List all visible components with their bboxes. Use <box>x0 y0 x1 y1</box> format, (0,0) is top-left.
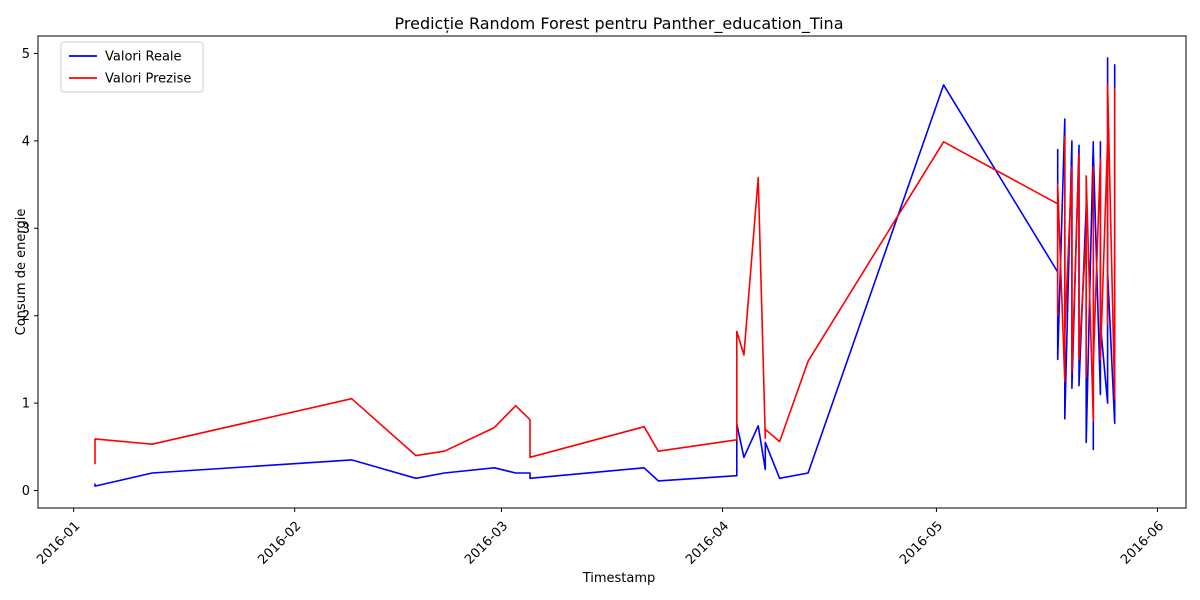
y-tick-label: 3 <box>22 222 30 237</box>
axes-frame <box>37 35 1187 509</box>
x-axis-title: Timestamp <box>582 571 656 586</box>
y-tick-label: 4 <box>22 134 30 149</box>
y-tick-label: 0 <box>22 484 30 499</box>
series-line-valori-prezise <box>94 83 1116 465</box>
legend: Valori Reale Valori Prezise <box>60 41 204 93</box>
y-axis-title: Consum de energie <box>14 209 29 336</box>
legend-label: Valori Prezise <box>105 72 191 87</box>
legend-label: Valori Reale <box>105 50 182 65</box>
y-tick-label: 1 <box>22 397 30 412</box>
legend-box <box>60 41 204 93</box>
chart-title: Predicție Random Forest pentru Panther_e… <box>395 14 844 34</box>
y-tick-label: 5 <box>22 47 30 62</box>
y-tick-label: 2 <box>22 309 30 324</box>
